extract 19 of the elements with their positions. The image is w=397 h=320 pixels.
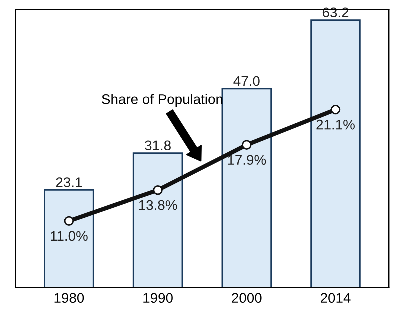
x-tick-label: 2000: [232, 293, 262, 304]
bar: [222, 88, 272, 288]
data-label: 31.8: [145, 140, 171, 151]
data-label: 17.9%: [228, 155, 266, 166]
bar: [310, 20, 361, 288]
bar: [132, 152, 184, 288]
bar: [44, 189, 94, 288]
x-tick-label: 1990: [144, 293, 173, 304]
data-label: 13.8%: [139, 200, 178, 210]
point: [330, 104, 341, 115]
point: [153, 185, 163, 196]
data-label: 11.0%: [51, 231, 88, 242]
x-tick-label: 2014: [321, 293, 351, 304]
x-tick-label: 1980: [54, 293, 84, 304]
point: [64, 216, 74, 226]
data-label: 21.1%: [316, 120, 355, 130]
data-label: 23.1: [56, 178, 82, 188]
point: [242, 140, 252, 150]
data-label: 47.0: [234, 76, 260, 86]
